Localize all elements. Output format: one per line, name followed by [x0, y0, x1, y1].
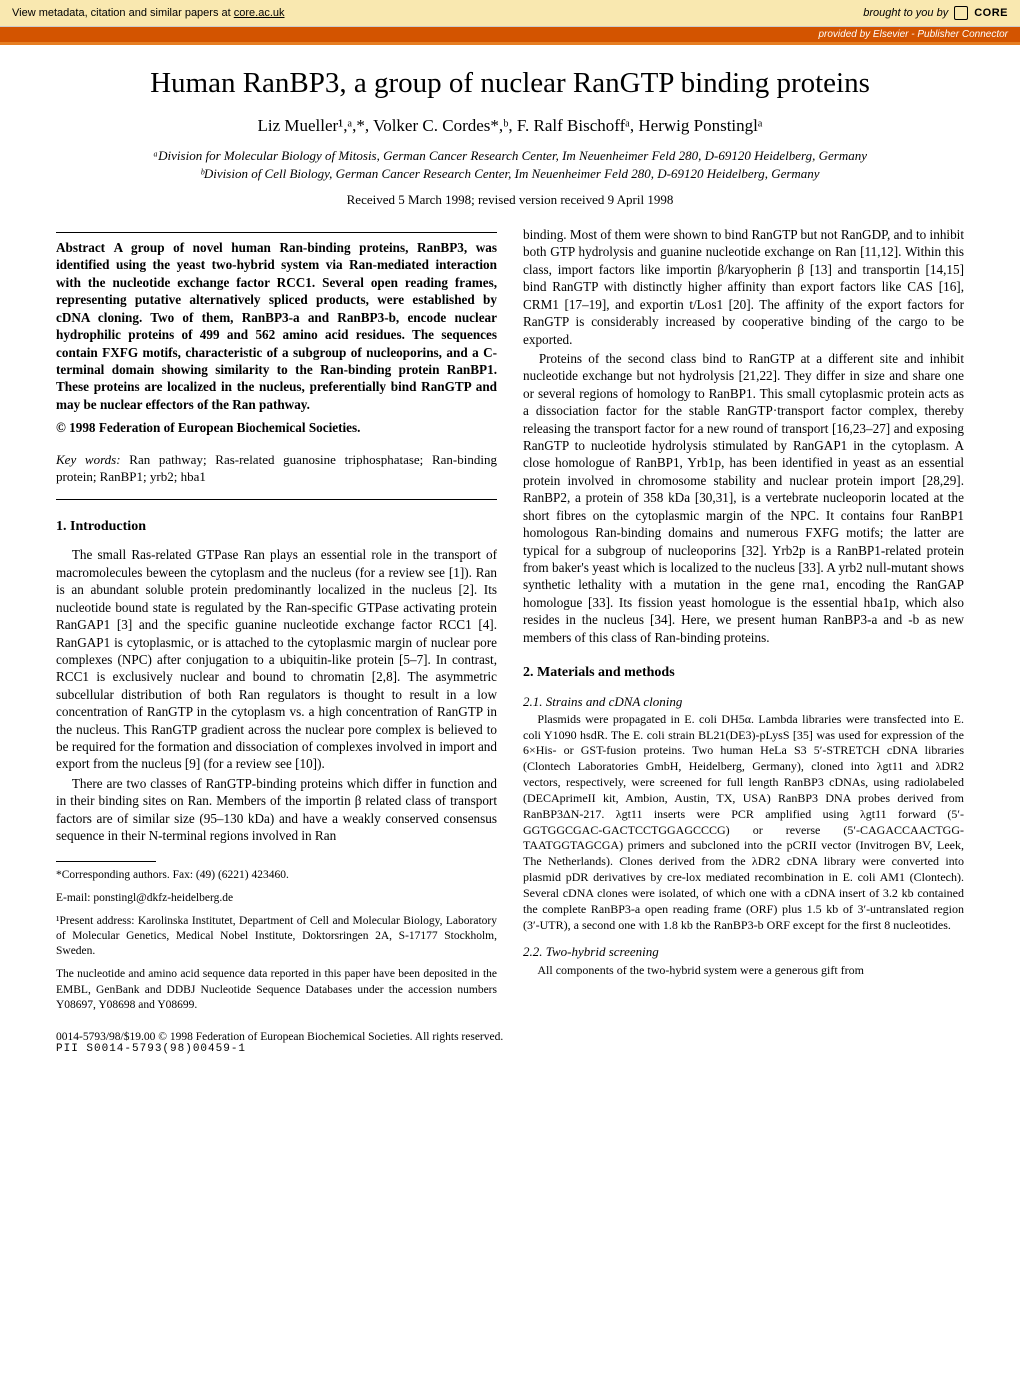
- email-line: E-mail: ponstingl@dkfz-heidelberg.de: [56, 891, 497, 906]
- footnotes-block: *Corresponding authors. Fax: (49) (6221)…: [56, 861, 497, 1013]
- core-logo-icon: [954, 6, 968, 20]
- col2-p1: binding. Most of them were shown to bind…: [523, 226, 964, 348]
- abstract-copyright: © 1998 Federation of European Biochemica…: [56, 419, 497, 436]
- right-column: binding. Most of them were shown to bind…: [523, 226, 964, 978]
- affiliation-b: ᵇDivision of Cell Biology, German Cancer…: [56, 166, 964, 182]
- subsection-21-heading: 2.1. Strains and cDNA cloning: [523, 693, 964, 710]
- col2-p2: Proteins of the second class bind to Ran…: [523, 350, 964, 646]
- core-right: brought to you by CORE: [863, 6, 1008, 20]
- section-2-heading: 2. Materials and methods: [523, 664, 964, 682]
- pii-line: PII S0014-5793(98)00459-1: [56, 1043, 964, 1055]
- subsection-21-text: Plasmids were propagated in E. coli DH5α…: [523, 712, 964, 934]
- affiliation-a: ᵃDivision for Molecular Biology of Mitos…: [56, 148, 964, 164]
- deposit-note: The nucleotide and amino acid sequence d…: [56, 967, 497, 1013]
- core-banner: View metadata, citation and similar pape…: [0, 0, 1020, 27]
- paper-title: Human RanBP3, a group of nuclear RanGTP …: [56, 67, 964, 100]
- bottom-copyright: 0014-5793/98/$19.00 © 1998 Federation of…: [56, 1031, 964, 1043]
- page-content: Human RanBP3, a group of nuclear RanGTP …: [0, 45, 1020, 1075]
- abstract-label: Abstract: [56, 240, 105, 255]
- core-logo: CORE: [974, 7, 1008, 19]
- left-column: Abstract A group of novel human Ran-bind…: [56, 232, 497, 1013]
- subsection-22-text: All components of the two-hybrid system …: [523, 963, 964, 979]
- core-left-prefix: View metadata, citation and similar pape…: [12, 7, 234, 19]
- subsection-22-heading: 2.2. Two-hybrid screening: [523, 943, 964, 960]
- footnote-rule: [56, 861, 156, 862]
- provided-banner: provided by Elsevier - Publisher Connect…: [0, 27, 1020, 42]
- bottom-copyright-block: 0014-5793/98/$19.00 © 1998 Federation of…: [56, 1027, 964, 1055]
- authors-line: Liz Mueller¹,ᵃ,*, Volker C. Cordes*,ᵇ, F…: [56, 116, 964, 136]
- keywords-label: Key words:: [56, 452, 121, 467]
- keywords-text: Ran pathway; Ras-related guanosine triph…: [56, 452, 497, 484]
- section-1-heading: 1. Introduction: [56, 518, 497, 536]
- keywords-block: Key words: Ran pathway; Ras-related guan…: [56, 451, 497, 485]
- abstract-block: Abstract A group of novel human Ran-bind…: [56, 239, 497, 437]
- present-address: ¹Present address: Karolinska Institutet,…: [56, 914, 497, 960]
- abstract-rule-bottom: [56, 499, 497, 500]
- corresponding-authors: *Corresponding authors. Fax: (49) (6221)…: [56, 868, 497, 883]
- abstract-text: A group of novel human Ran-binding prote…: [56, 240, 497, 412]
- brought-by: brought to you by: [863, 7, 948, 19]
- received-line: Received 5 March 1998; revised version r…: [56, 192, 964, 208]
- core-link[interactable]: core.ac.uk: [234, 7, 285, 19]
- abstract-rule-top: [56, 232, 497, 233]
- core-left: View metadata, citation and similar pape…: [12, 7, 285, 19]
- two-column-body: Abstract A group of novel human Ran-bind…: [56, 226, 964, 1013]
- intro-p1: The small Ras-related GTPase Ran plays a…: [56, 546, 497, 772]
- intro-p2: There are two classes of RanGTP-binding …: [56, 775, 497, 845]
